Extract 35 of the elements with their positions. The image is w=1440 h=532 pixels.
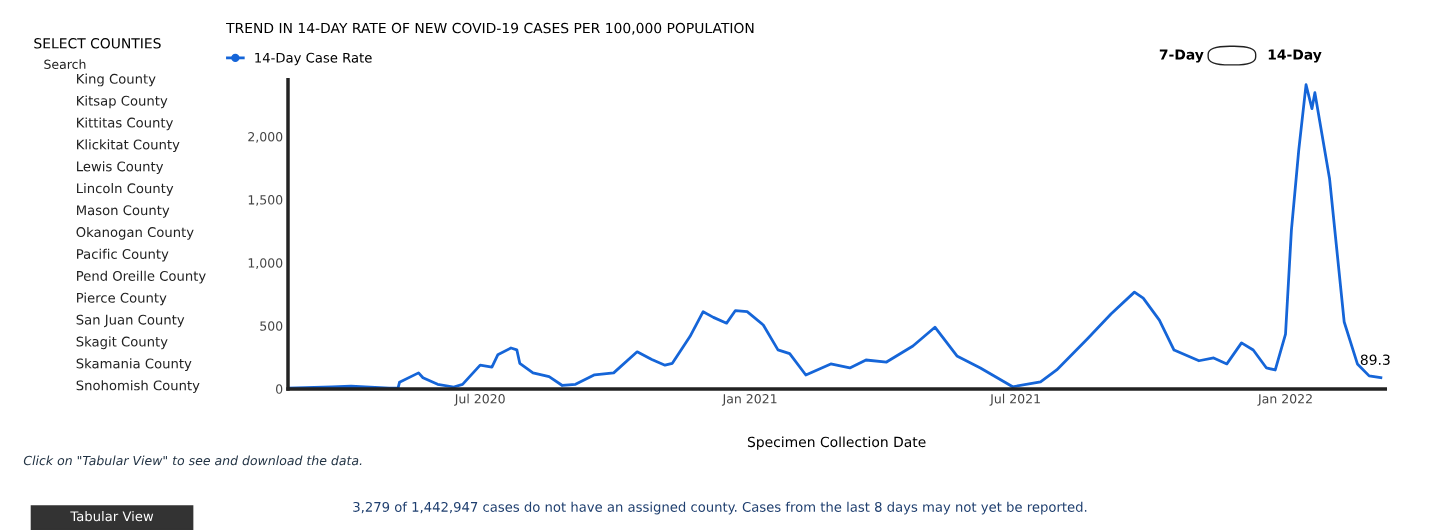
text: Click on "Tabular View" to see and download the data. — [23, 455, 362, 466]
text: Skamania County — [76, 358, 192, 372]
text: Search — [44, 59, 86, 70]
text: Snohomish County — [76, 380, 200, 393]
x-tick-label: Jan 2022 — [1257, 393, 1312, 406]
text: SELECT COUNTIES — [34, 38, 161, 49]
text: Kittitas County — [77, 117, 173, 131]
text: 3,279 of 1,442,947 cases do not have an assigned county. Cases from the last 8 days may not yet be reported. — [353, 501, 1087, 515]
text: Pend Oreille County — [77, 270, 206, 284]
legend-label: 14-Day Case Rate — [255, 52, 372, 66]
y-tick-label: 500 — [260, 321, 283, 331]
x-tick-label: Jul 2020 — [454, 393, 505, 406]
text: Klickitat County — [77, 139, 180, 153]
text: Tabular View — [70, 511, 154, 522]
y-tick-label: 1,000 — [248, 258, 283, 269]
text: Lewis County — [77, 161, 164, 174]
text: Kitsap County — [77, 95, 168, 109]
annotation: 89.3 — [1360, 354, 1390, 365]
text: 14-Day — [1268, 49, 1322, 63]
text: King County — [77, 73, 156, 87]
x-tick-label: Jul 2021 — [989, 393, 1040, 406]
y-tick-label: 2,000 — [248, 132, 283, 143]
chart-title: TREND IN 14-DAY RATE OF NEW COVID-19 CASES PER 100,000 POPULATION — [226, 22, 754, 35]
text: San Juan County — [76, 314, 185, 328]
text: Pacific County — [77, 248, 169, 262]
text: 7-Day — [1159, 49, 1204, 63]
y-tick-label: 1,500 — [248, 195, 283, 206]
x-axis-title: Specimen Collection Date — [747, 436, 926, 450]
text: Skagit County — [76, 336, 168, 350]
text: Lincoln County — [77, 183, 174, 196]
text: Mason County — [77, 205, 170, 218]
x-tick-label: Jan 2021 — [721, 393, 777, 406]
text: Okanogan County — [76, 226, 194, 240]
text: Pierce County — [77, 292, 167, 306]
y-tick-label: 0 — [276, 384, 283, 394]
